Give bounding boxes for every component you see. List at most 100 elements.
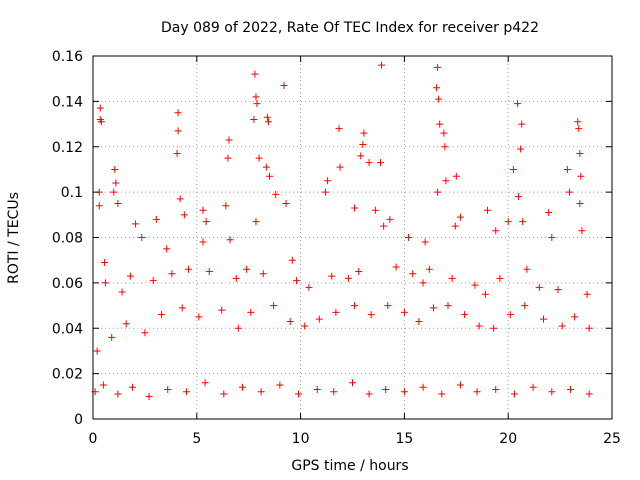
data-point (226, 236, 234, 244)
data-point (380, 222, 388, 230)
data-point (583, 290, 591, 298)
data-point (517, 145, 525, 153)
y-tick-label: 0.06 (52, 276, 83, 292)
data-point (265, 172, 273, 180)
data-point (483, 206, 491, 214)
data-point (577, 172, 585, 180)
data-point (578, 227, 586, 235)
data-point (576, 199, 584, 207)
data-point (132, 220, 140, 228)
data-point (554, 286, 562, 294)
data-point (96, 104, 104, 112)
data-point (496, 274, 504, 282)
data-point (351, 204, 359, 212)
data-point (138, 234, 146, 241)
data-point (305, 283, 313, 291)
axis-ticks: 0 5 10 15 20 25 0 0.02 0.04 0.06 0.08 0.1 0.12 0.14 0.… (52, 49, 621, 447)
data-point (168, 270, 176, 278)
data-point (575, 125, 583, 133)
data-point (174, 109, 182, 117)
y-tick-label: 0.04 (52, 321, 83, 337)
data-point (392, 263, 400, 271)
data-point (539, 315, 547, 323)
data-point (473, 388, 481, 396)
data-point (461, 311, 469, 319)
y-tick-label: 0.14 (52, 94, 83, 110)
data-point (510, 390, 518, 398)
data-point (225, 136, 233, 144)
data-point (415, 317, 423, 325)
data-point (286, 317, 294, 325)
data-point (434, 188, 442, 196)
data-point (145, 392, 153, 400)
data-point (365, 390, 373, 398)
data-point (492, 227, 500, 235)
data-point (384, 302, 392, 310)
data-point (259, 270, 267, 278)
data-point (438, 390, 446, 398)
data-point (262, 163, 270, 171)
data-point (313, 386, 321, 394)
data-point (182, 388, 190, 396)
data-point (93, 347, 101, 355)
plot-area-border (92, 55, 613, 420)
data-point (95, 202, 103, 210)
data-point (576, 150, 584, 158)
data-point (504, 218, 512, 226)
data-point (365, 159, 373, 167)
data-point (292, 277, 300, 285)
data-point (409, 270, 417, 278)
data-point (201, 379, 209, 387)
data-point (565, 188, 573, 196)
data-point (288, 256, 296, 264)
data-point (232, 274, 240, 282)
data-point (585, 324, 593, 332)
x-tick-label: 0 (89, 431, 98, 447)
data-point (234, 324, 242, 332)
data-point (99, 381, 107, 389)
data-point (521, 302, 529, 310)
data-point (280, 81, 288, 89)
data-point (220, 390, 228, 398)
data-point (195, 313, 203, 321)
data-point (238, 383, 246, 391)
data-point (114, 199, 122, 207)
data-point (378, 61, 386, 69)
y-axis-label: ROTI / TECUs (6, 192, 22, 284)
data-point (199, 206, 207, 214)
data-point (276, 381, 284, 389)
data-point (492, 386, 500, 394)
data-point (247, 308, 255, 316)
data-point (442, 177, 450, 185)
data-point (118, 288, 126, 296)
data-point (515, 193, 523, 201)
data-point (548, 388, 556, 396)
data-point (349, 379, 356, 387)
data-point (400, 308, 408, 316)
data-point (328, 272, 336, 280)
data-point (178, 304, 186, 312)
data-point (435, 95, 443, 103)
data-point (574, 118, 582, 126)
data-point (295, 390, 303, 398)
data-point (382, 386, 390, 394)
data-point (173, 150, 181, 158)
data-point (264, 118, 272, 126)
data-point (122, 320, 130, 328)
data-point (509, 165, 517, 173)
x-tick-label: 25 (603, 431, 621, 447)
data-point (357, 152, 365, 160)
data-point (545, 209, 553, 217)
data-point (322, 188, 330, 196)
series-roti (91, 61, 593, 400)
data-point (419, 383, 427, 391)
data-point (535, 283, 543, 291)
data-point (252, 218, 260, 226)
data-point (490, 324, 498, 332)
data-point (360, 129, 368, 137)
data-point (419, 279, 427, 287)
data-point (282, 199, 290, 207)
y-tick-label: 0.02 (52, 367, 83, 383)
data-point (202, 218, 210, 226)
data-point (421, 238, 429, 246)
